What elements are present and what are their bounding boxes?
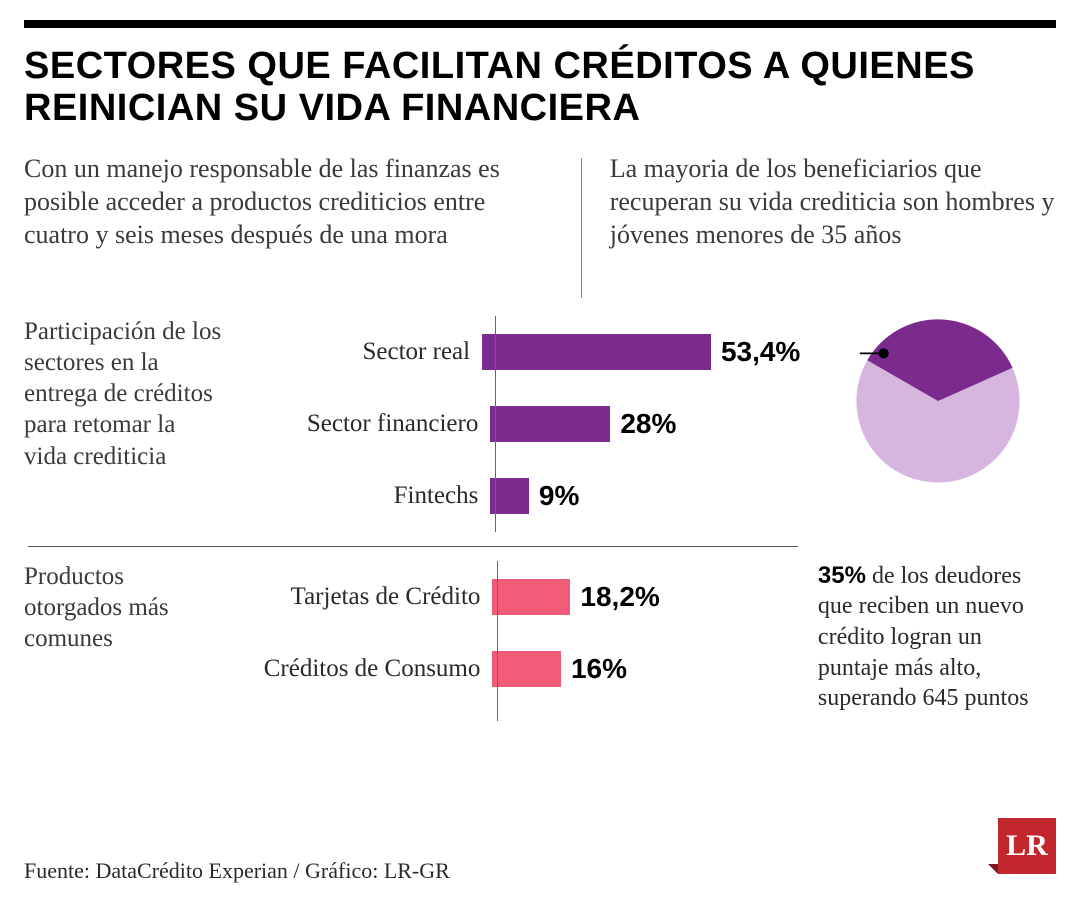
section-2: Productos otorgados más comunes Tarjetas… [24,561,1056,721]
bar-label: Fintechs [240,482,490,510]
bar-row: Sector financiero 28% [240,388,800,460]
page-title: SECTORES QUE FACILITAN CRÉDITOS A QUIENE… [24,46,1056,130]
section-1: Participación de los sectores en la entr… [24,316,1056,532]
bar-label: Sector real [240,338,482,366]
pie-caption-bold: 35% [818,562,866,589]
bar [492,579,570,615]
bar-value: 16% [571,653,627,685]
bar-row: Sector real 53,4% [240,316,800,388]
bar-value: 9% [539,480,579,512]
bar-label: Sector financiero [240,410,490,438]
intro-left: Con un manejo responsable de las finanza… [24,152,581,298]
section2-label: Productos otorgados más comunes [24,561,224,655]
axis-line-2 [497,561,498,721]
section1-label: Participación de los sectores en la entr… [24,316,222,472]
bar-row: Tarjetas de Crédito 18,2% [242,561,798,633]
bar [492,651,561,687]
pie-chart [820,316,1056,500]
source-line: Fuente: DataCrédito Experian / Gráfico: … [24,858,450,884]
bar-label: Tarjetas de Crédito [242,583,492,611]
bar [482,334,711,370]
section1-chart: Sector real 53,4% Sector financiero 28% … [240,316,800,532]
bar-row: Créditos de Consumo 16% [242,633,798,705]
bar-value: 28% [620,408,676,440]
bar-value: 18,2% [580,581,659,613]
bar-value: 53,4% [721,336,800,368]
pie-caption: 35% de los deudores que reciben un nuevo… [818,561,1056,715]
top-rule [24,20,1056,28]
pie-svg [853,316,1023,486]
intro-row: Con un manejo responsable de las finanza… [24,152,1056,298]
publisher-logo: LR [998,818,1056,874]
bar-label: Créditos de Consumo [242,655,492,683]
bar-row: Fintechs 9% [240,460,800,532]
group-divider [28,546,798,547]
bar [490,406,610,442]
intro-right: La mayoria de los beneficiarios que recu… [582,152,1056,298]
axis-line-1 [495,316,496,532]
section2-chart: Tarjetas de Crédito 18,2% Créditos de Co… [242,561,798,721]
